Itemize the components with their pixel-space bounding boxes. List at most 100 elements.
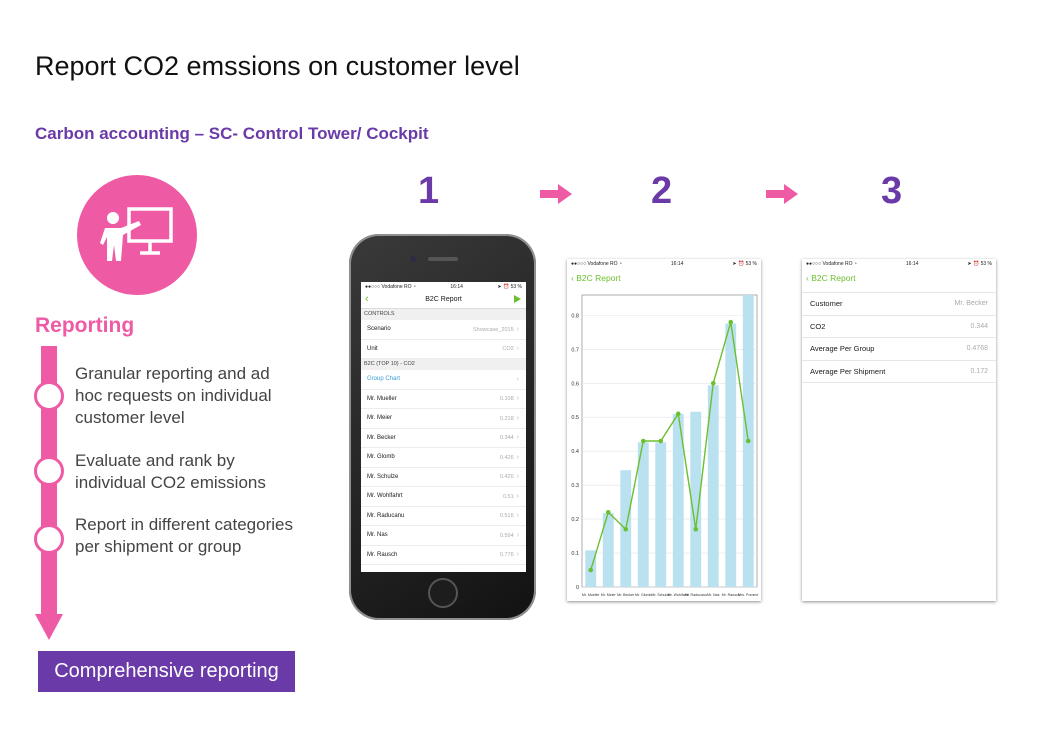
row-label: Mr. Raducanu xyxy=(367,512,405,519)
y-tick-label: 0.5 xyxy=(571,415,579,421)
row-value: 0.516 xyxy=(499,513,514,520)
row-value: 0.172 xyxy=(970,367,988,375)
right-arrow-icon xyxy=(766,184,798,204)
status-bar: ●●○○○ Vodafone RO ◔ 16:14 ➤ ⏰ 53 % xyxy=(802,259,996,268)
bullet-text: Evaluate and rank by individual CO2 emis… xyxy=(75,451,266,492)
row-value: Showcase_2015 xyxy=(472,326,514,333)
phone-speaker xyxy=(428,257,458,261)
row-value: 0.594 xyxy=(499,532,514,539)
chevron-right-icon: › xyxy=(516,434,519,442)
chevron-right-icon: › xyxy=(516,531,519,539)
row-value: 0.776 xyxy=(499,552,514,559)
y-tick-label: 0.4 xyxy=(571,449,579,455)
detail-row: CO2 0.344 xyxy=(802,316,996,338)
step-number: 2 xyxy=(651,170,673,212)
x-tick-label: Mr. Wohlfahrt xyxy=(668,593,689,597)
x-tick-label: Mr. Raducanu xyxy=(685,593,707,597)
back-chevron-icon: ‹ xyxy=(571,273,574,283)
customer-row[interactable]: Mr. Mueller 0.108 › xyxy=(361,390,526,409)
group-chart-link[interactable]: Group Chart xyxy=(367,376,401,383)
row-label: CO2 xyxy=(810,321,826,331)
line-point xyxy=(675,411,681,417)
detail-list: Customer Mr. Becker CO2 0.344 Average Per Gr… xyxy=(802,292,996,383)
row-label: Mr. Nas xyxy=(367,532,388,539)
status-bar: ●●○○○ Vodafone RO ◔ 16:14 ➤ ⏰ 53 % xyxy=(361,282,526,291)
chevron-right-icon: › xyxy=(516,492,519,500)
customer-row[interactable]: Mr. Nas 0.594 › xyxy=(361,526,526,546)
x-tick-label: Mr. Mueller xyxy=(582,593,601,597)
nav-bar: ‹ B2C Report xyxy=(361,291,526,309)
row-label: Mr. Wohlfahrt xyxy=(367,493,403,500)
row-label: Customer xyxy=(810,299,843,309)
row-label: Scenario xyxy=(367,326,391,333)
bar xyxy=(707,385,719,587)
control-row-unit[interactable]: Unit CO2 › xyxy=(361,340,526,359)
back-chevron-icon: ‹ xyxy=(806,273,809,283)
series-line xyxy=(590,321,749,571)
control-row-scenario[interactable]: Scenario Showcase_2015 › xyxy=(361,320,526,340)
chevron-right-icon: › xyxy=(516,375,519,383)
section-header: CONTROLS xyxy=(361,309,526,320)
row-label: Average Per Group xyxy=(810,344,875,354)
y-tick-label: 0.2 xyxy=(571,517,579,523)
bar xyxy=(725,323,737,587)
x-tick-label: Mr. Meier xyxy=(601,593,617,597)
bar xyxy=(637,442,649,587)
line-point xyxy=(588,567,594,573)
customer-row[interactable]: Mr. Becker 0.344 › xyxy=(361,429,526,448)
phone-screen-chart: ●●○○○ Vodafone RO ◔ 16:14 ➤ ⏰ 53 % ‹ B2C… xyxy=(567,259,761,601)
row-label: Mr. Schulze xyxy=(367,473,399,480)
back-label: B2C Report xyxy=(811,273,856,283)
row-value: 0.344 xyxy=(970,322,988,330)
section-header: B2C (TOP 10) - CO2 xyxy=(361,359,526,370)
customer-row[interactable]: Mr. Meier 0.218 › xyxy=(361,409,526,429)
battery-status: ➤ ⏰ 53 % xyxy=(732,260,757,267)
row-label: Mr. Rausch xyxy=(367,551,398,558)
bar xyxy=(690,411,702,587)
carrier-status: ●●○○○ Vodafone RO ◔ xyxy=(571,260,622,267)
back-chevron-icon[interactable]: ‹ xyxy=(365,293,369,305)
carrier-status: ●●○○○ Vodafone RO ◔ xyxy=(365,283,416,290)
row-label: Unit xyxy=(367,345,378,352)
back-button[interactable]: ‹ B2C Report xyxy=(571,273,621,283)
status-bar: ●●○○○ Vodafone RO ◔ 16:14 ➤ ⏰ 53 % xyxy=(567,259,761,268)
customer-row[interactable]: Mr. Schulze 0.426 › xyxy=(361,468,526,487)
row-value: 0.108 xyxy=(499,396,514,403)
customer-row[interactable]: Mr. Raducanu 0.516 › xyxy=(361,507,526,526)
phone-home-button[interactable] xyxy=(428,578,458,608)
co2-bar-line-chart: 00.10.20.30.40.50.60.70.8Mr. Mueller Mr. … xyxy=(571,294,758,597)
group-chart-row[interactable]: Group Chart › xyxy=(361,370,526,390)
chevron-right-icon: › xyxy=(516,325,519,333)
row-value: 0.426 xyxy=(499,454,514,461)
y-tick-label: 0.1 xyxy=(571,551,579,557)
x-tick-label: Mrs. Pomme xyxy=(738,593,758,597)
customer-row[interactable]: Mr. Wohlfahrt 0.51 › xyxy=(361,487,526,507)
x-tick-label: Mr. Becker xyxy=(617,593,635,597)
customer-row[interactable]: Mr. Rausch 0.776 › xyxy=(361,546,526,565)
bullet-text: Granular reporting and ad hoc requests o… xyxy=(75,364,272,427)
y-tick-label: 0.6 xyxy=(571,381,579,387)
chevron-right-icon: › xyxy=(516,551,519,559)
row-value: 0.4768 xyxy=(966,345,988,353)
status-time: 16:14 xyxy=(905,260,919,267)
line-point xyxy=(623,526,629,532)
bar xyxy=(602,512,614,587)
status-time: 16:14 xyxy=(670,260,684,267)
back-button[interactable]: ‹ B2C Report xyxy=(806,273,856,283)
presenter-icon xyxy=(77,175,197,295)
chevron-right-icon: › xyxy=(516,473,519,481)
y-tick-label: 0 xyxy=(576,585,579,591)
chevron-right-icon: › xyxy=(516,414,519,422)
play-icon[interactable] xyxy=(514,295,521,303)
timeline-dot xyxy=(34,456,64,486)
line-point xyxy=(728,319,734,325)
phone-camera xyxy=(410,256,416,262)
step-number: 3 xyxy=(881,170,903,212)
phone-screen-detail: ●●○○○ Vodafone RO ◔ 16:14 ➤ ⏰ 53 % ‹ B2C… xyxy=(802,259,996,601)
page-subtitle: Carbon accounting – SC- Control Tower/ C… xyxy=(35,124,429,143)
customer-row[interactable]: Mr. Glomb 0.426 › xyxy=(361,448,526,468)
phone-screen-b2c-report: ●●○○○ Vodafone RO ◔ 16:14 ➤ ⏰ 53 % ‹ B2C… xyxy=(361,282,526,572)
line-point xyxy=(605,510,611,515)
row-value: Mr. Becker xyxy=(954,300,988,308)
x-tick-label: Mr. Glomb xyxy=(635,593,652,597)
